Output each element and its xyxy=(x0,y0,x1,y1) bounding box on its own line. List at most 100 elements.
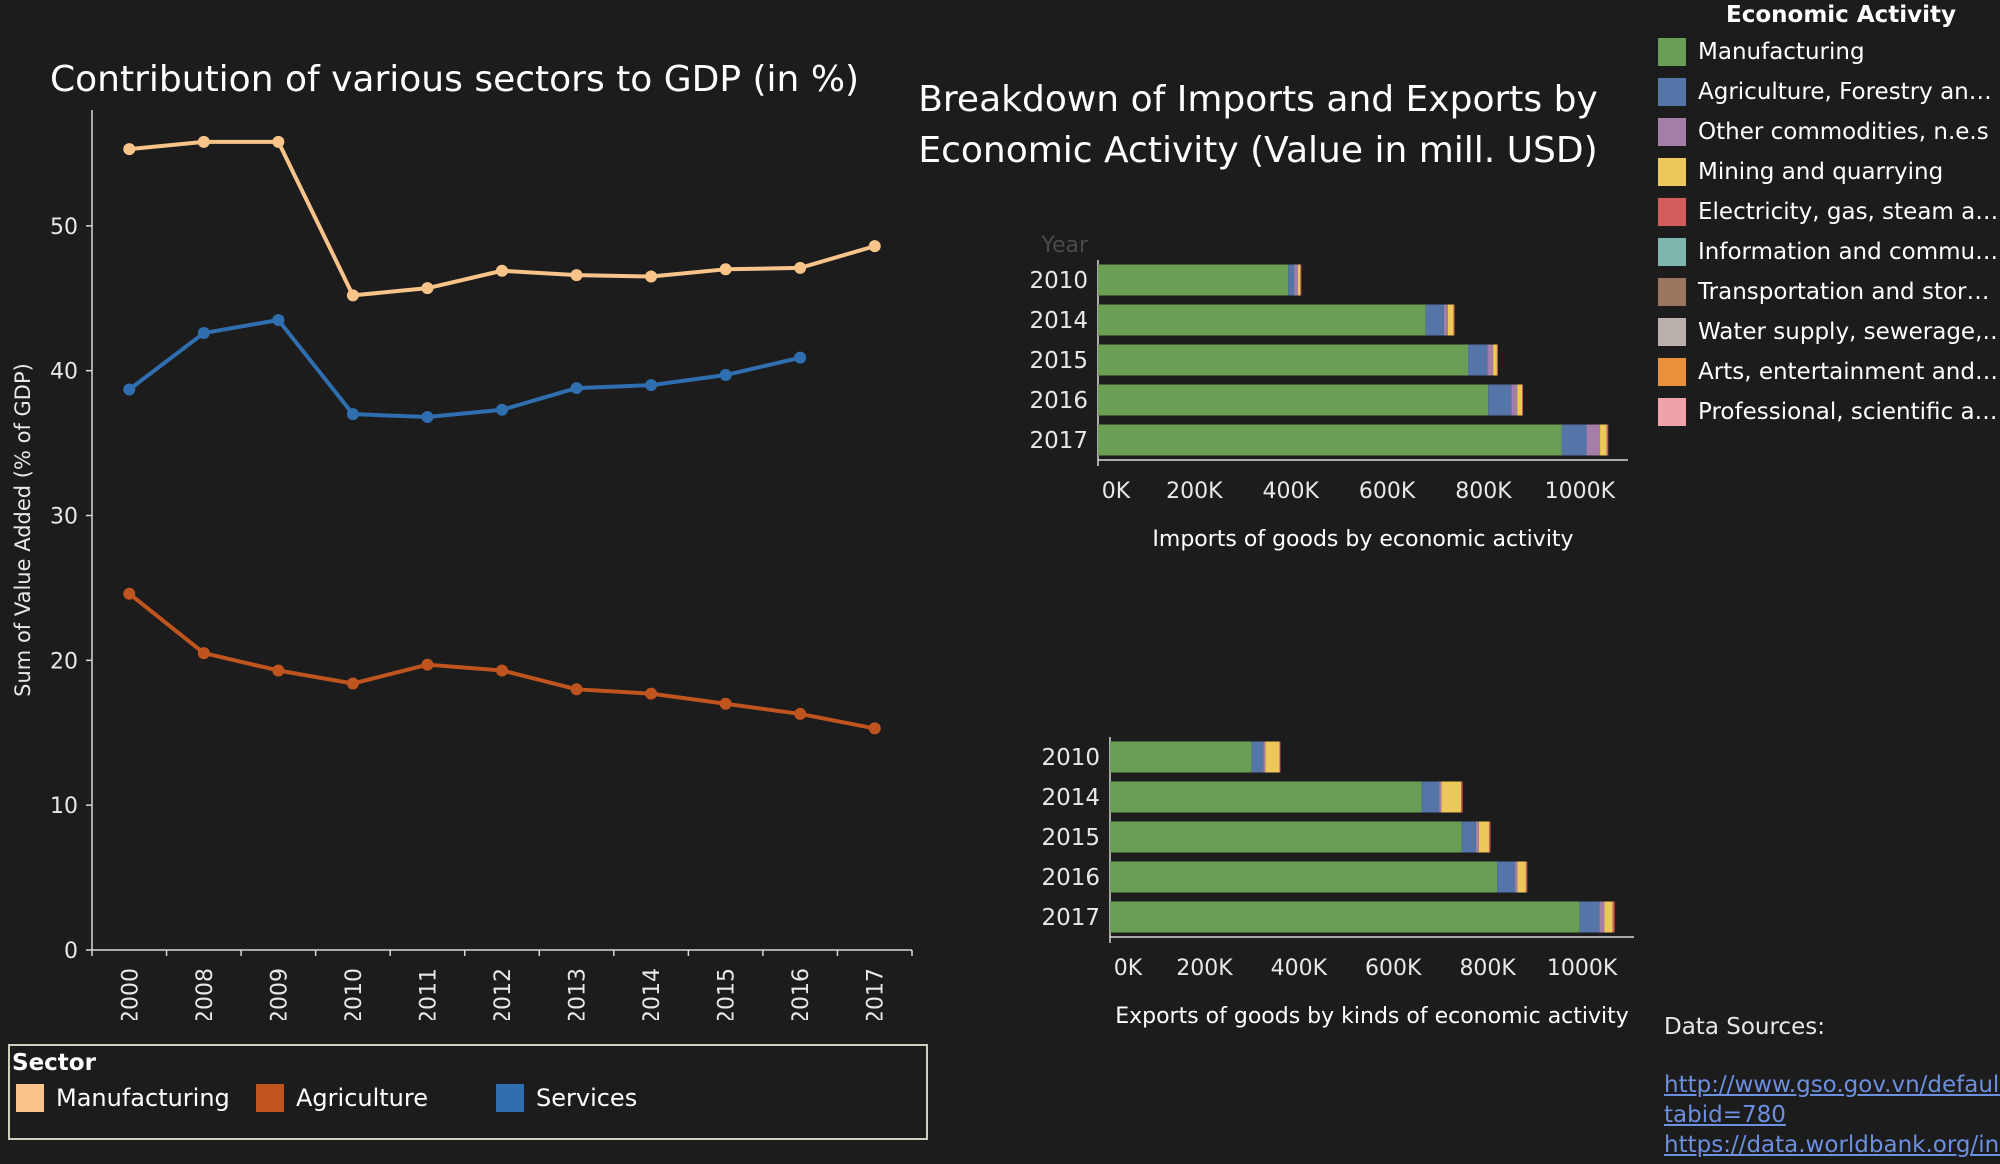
source-link-gso[interactable]: http://www.gso.gov.vn/default_ xyxy=(1664,1072,2000,1098)
legend-label: Information and commu… xyxy=(1698,239,1999,265)
x-tick-label: 1000K xyxy=(1545,479,1616,504)
data-point xyxy=(719,369,732,382)
legend-swatch xyxy=(1658,198,1686,226)
legend-swatch xyxy=(1658,278,1686,306)
source-link-gso-tab[interactable]: tabid=780 xyxy=(1664,1102,1786,1128)
y-tick-label: 2015 xyxy=(1029,348,1088,374)
data-point xyxy=(272,135,285,148)
bar-segment xyxy=(1497,861,1516,893)
data-point xyxy=(197,135,210,148)
legend-swatch xyxy=(256,1084,284,1112)
legend-label: Agriculture xyxy=(296,1084,428,1112)
data-point xyxy=(123,587,136,600)
bar-segment xyxy=(1517,384,1522,416)
data-point xyxy=(197,647,210,660)
x-tick-label: 2008 xyxy=(193,968,218,1020)
y-tick-label: 2010 xyxy=(1029,268,1088,294)
activity-legend-item[interactable]: Agriculture, Forestry an… xyxy=(1658,78,1992,106)
activity-legend-item[interactable]: Electricity, gas, steam a… xyxy=(1658,198,1998,226)
legend-swatch xyxy=(1658,158,1686,186)
x-tick-label: 400K xyxy=(1271,956,1328,981)
bar-segment xyxy=(1606,424,1609,456)
activity-legend-item[interactable]: Other commodities, n.e.s xyxy=(1658,118,1989,146)
activity-legend-item[interactable]: Water supply, sewerage,… xyxy=(1658,318,2000,346)
bar-segment xyxy=(1265,741,1280,773)
legend-item-manufacturing[interactable]: Manufacturing xyxy=(16,1084,230,1112)
x-tick-label: 0K xyxy=(1114,956,1143,981)
bar-segment xyxy=(1297,264,1301,296)
legend-label: Services xyxy=(536,1084,638,1112)
x-axis-label: Imports of goods by economic activity xyxy=(1152,527,1573,552)
bar-segment xyxy=(1453,304,1455,336)
data-point xyxy=(719,697,732,710)
legend-item-services[interactable]: Services xyxy=(496,1084,637,1112)
bar-segment xyxy=(1461,821,1476,853)
gdp-line-chart: 0 10 20 30 40 50 2000 2008 2009 2010 2011 2012 2013 2… xyxy=(11,110,913,1020)
y-tick-label: 30 xyxy=(50,505,78,530)
bar-segment xyxy=(1579,901,1600,933)
source-link-worldbank[interactable]: https://data.worldbank.org/ind xyxy=(1664,1132,2000,1158)
x-tick-label: 2010 xyxy=(342,968,367,1020)
activity-legend-item[interactable]: Professional, scientific a… xyxy=(1658,398,1998,426)
bar-segment xyxy=(1098,304,1426,336)
data-point xyxy=(719,263,732,276)
activity-legend-item[interactable]: Transportation and stor… xyxy=(1658,278,1990,306)
bar-segment xyxy=(1489,821,1491,853)
activity-legend-item[interactable]: Information and commu… xyxy=(1658,238,1998,266)
bar-segment xyxy=(1586,424,1601,456)
legend-swatch xyxy=(1658,238,1686,266)
legend-swatch xyxy=(1658,78,1686,106)
bar-segment xyxy=(1561,424,1587,456)
x-tick-label: 2000 xyxy=(118,968,143,1020)
sector-legend: Sector Manufacturing Agriculture Service… xyxy=(8,1044,928,1140)
legend-swatch xyxy=(1658,318,1686,346)
data-sources: Data Sources: http://www.gso.gov.vn/defa… xyxy=(1664,1014,2000,1160)
legend-label: Professional, scientific a… xyxy=(1698,399,1998,425)
legend-label: Agriculture, Forestry an… xyxy=(1698,79,1992,105)
bar-segment xyxy=(1110,781,1422,813)
legend-swatch xyxy=(1658,398,1686,426)
x-tick-label: 2017 xyxy=(864,968,889,1020)
y-tick-label: 2010 xyxy=(1041,745,1100,771)
y-tick-label: 2016 xyxy=(1041,865,1100,891)
y-tick-label: 10 xyxy=(50,794,78,819)
activity-legend-item[interactable]: Mining and quarrying xyxy=(1658,158,1943,186)
data-point xyxy=(496,264,508,277)
legend-swatch xyxy=(1658,38,1686,66)
x-tick-label: 2016 xyxy=(789,968,814,1020)
x-tick-label: 200K xyxy=(1176,956,1233,981)
data-point xyxy=(421,282,434,295)
activity-legend-item[interactable]: Arts, entertainment and… xyxy=(1658,358,1998,386)
x-tick-label: 600K xyxy=(1365,956,1422,981)
y-tick-label: 2014 xyxy=(1029,308,1088,334)
legend-label: Transportation and stor… xyxy=(1698,279,1990,305)
data-point xyxy=(197,327,210,340)
bar-segment xyxy=(1425,304,1444,336)
legend-swatch xyxy=(1658,358,1686,386)
bar-segment xyxy=(1496,344,1498,376)
x-tick-label: 2009 xyxy=(267,968,292,1020)
x-tick-label: 800K xyxy=(1459,956,1516,981)
activity-legend-item[interactable]: Manufacturing xyxy=(1658,38,1865,66)
legend-swatch xyxy=(496,1084,524,1112)
legend-label: Water supply, sewerage,… xyxy=(1698,319,2000,345)
data-sources-title: Data Sources: xyxy=(1664,1014,1825,1040)
bar-segment xyxy=(1443,304,1448,336)
data-point xyxy=(123,383,136,396)
bar-segment xyxy=(1251,741,1264,773)
legend-label: Manufacturing xyxy=(1698,39,1865,65)
bar-segment xyxy=(1604,901,1613,933)
bar-segment xyxy=(1515,861,1518,893)
x-tick-label: 400K xyxy=(1263,479,1320,504)
imports-bar-chart: Year 2010 2014 2015 2016 2017 0K 200K 400K 600K 80… xyxy=(1029,233,1628,552)
legend-item-agriculture[interactable]: Agriculture xyxy=(256,1084,428,1112)
data-point xyxy=(272,314,285,326)
data-point xyxy=(645,687,658,700)
data-point xyxy=(346,289,359,302)
y-axis-label: Year xyxy=(1040,233,1089,258)
bar-segment xyxy=(1487,344,1494,376)
legend-label: Other commodities, n.e.s xyxy=(1698,119,1989,145)
bar-segment xyxy=(1098,344,1469,376)
y-tick-label: 20 xyxy=(50,649,78,674)
bar-segment xyxy=(1110,901,1580,933)
